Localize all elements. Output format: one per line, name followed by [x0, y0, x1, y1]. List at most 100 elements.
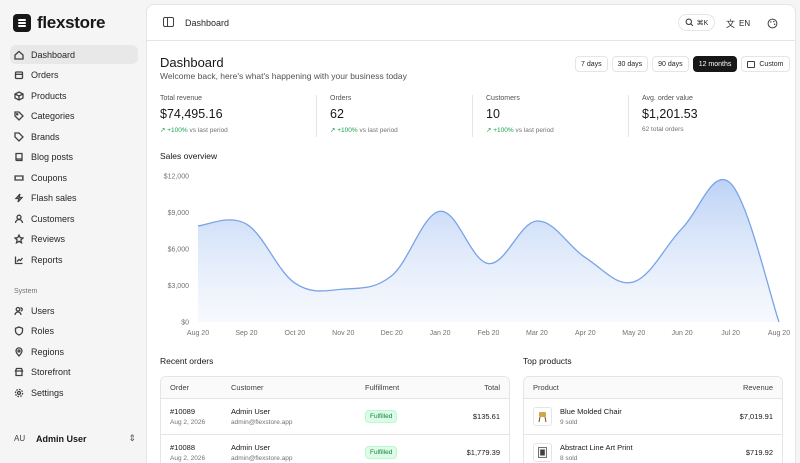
sidebar-item-products[interactable]: Products: [10, 86, 138, 105]
sidebar-item-label: Users: [31, 305, 55, 316]
x-tick-label: Feb 20: [478, 330, 500, 337]
x-tick-label: May 20: [622, 330, 645, 337]
sidebar-item-brands[interactable]: Brands: [10, 127, 138, 146]
shield-icon: [14, 326, 24, 336]
range-12-months-button[interactable]: 12 months: [692, 56, 738, 72]
chart-icon: [14, 255, 24, 265]
x-tick-label: Oct 20: [285, 330, 306, 337]
sidebar-item-categories[interactable]: Categories: [10, 107, 138, 126]
sidebar-item-reports[interactable]: Reports: [10, 250, 138, 269]
stat-value: $1,201.53: [642, 107, 698, 121]
range-30-days-button[interactable]: 30 days: [611, 56, 649, 72]
stat-card: Orders 62 ↗ +100% vs last period: [316, 95, 472, 137]
column-header[interactable]: Total: [484, 383, 500, 392]
x-tick-label: Nov 20: [332, 330, 354, 337]
user-icon: [14, 214, 24, 224]
range-90-days-button[interactable]: 90 days: [652, 56, 689, 72]
sidebar-item-regions[interactable]: Regions: [10, 342, 138, 361]
status-badge: Fulfilled: [365, 446, 398, 459]
x-tick-label: Sep 20: [235, 330, 257, 337]
stat-card: Avg. order value $1,201.53 62 total orders: [628, 95, 784, 137]
sidebar-item-flash-sales[interactable]: Flash sales: [10, 189, 138, 208]
column-header[interactable]: Customer: [231, 383, 264, 392]
sidebar-item-customers[interactable]: Customers: [10, 209, 138, 228]
sidebar-item-reviews[interactable]: Reviews: [10, 230, 138, 249]
sidebar-item-roles[interactable]: Roles: [10, 322, 138, 341]
order-number[interactable]: #10088: [170, 443, 196, 452]
sidebar-toggle-icon[interactable]: [163, 17, 174, 27]
page-subtitle: Welcome back, here's what's happening wi…: [160, 71, 407, 81]
sidebar-item-label: Reports: [31, 254, 63, 265]
sidebar-item-label: Dashboard: [31, 49, 76, 60]
system-section-label: System: [14, 288, 38, 295]
topbar: Dashboard ⌘K 文 EN: [147, 5, 795, 41]
stat-card: Total revenue $74,495.16 ↗ +100% vs last p…: [160, 95, 316, 137]
users-icon: [14, 306, 24, 316]
sidebar-item-blog-posts[interactable]: Blog posts: [10, 148, 138, 167]
column-header[interactable]: Order: [170, 383, 190, 392]
x-tick-label: Aug 20: [768, 330, 790, 337]
search-icon: [685, 18, 693, 27]
main-panel: Dashboard ⌘K 文 EN Dashboard Welcome back…: [146, 4, 796, 463]
x-tick-label: Jan 20: [430, 330, 451, 337]
product-name[interactable]: Abstract Line Art Print: [560, 443, 633, 452]
column-header[interactable]: Fulfillment: [365, 383, 400, 392]
stat-card: Customers 10 ↗ +100% vs last period: [472, 95, 628, 137]
sidebar-item-coupons[interactable]: Coupons: [10, 168, 138, 187]
sidebar-item-label: Products: [31, 90, 67, 101]
range-label: 30 days: [617, 60, 643, 68]
range-7-days-button[interactable]: 7 days: [575, 56, 608, 72]
user-menu[interactable]: AU Admin User ⇕: [14, 433, 136, 444]
sales-chart: $0 $3,000 $6,000 $9,000 $12,000 Aug 20 Sep 20 O…: [164, 174, 791, 338]
tag-icon: [14, 131, 24, 142]
x-tick-label: Jul 20: [721, 330, 740, 337]
sidebar-item-label: Reviews: [31, 234, 66, 244]
sidebar-item-orders[interactable]: Orders: [10, 66, 138, 85]
column-header[interactable]: Revenue: [742, 383, 773, 392]
range-label: 90 days: [658, 60, 683, 68]
translate-icon: 文: [726, 19, 736, 29]
table-row[interactable]: #10089 Aug 2, 2026 Admin User admin@flexsto…: [161, 399, 509, 435]
home-icon: [14, 50, 24, 60]
search-button[interactable]: ⌘K: [678, 14, 715, 31]
sidebar-item-users[interactable]: Users: [10, 301, 138, 320]
sidebar-item-settings[interactable]: Settings: [10, 383, 138, 402]
sidebar-item-label: Brands: [31, 131, 60, 142]
date-range-selector: 7 days 30 days 90 days 12 months Custom: [575, 56, 790, 72]
language-button[interactable]: 文 EN: [726, 17, 750, 30]
range-label: 7 days: [581, 60, 602, 68]
y-tick-label: $3,000: [168, 283, 190, 290]
table-row[interactable]: #10088 Aug 2, 2026 Admin User admin@flexsto…: [161, 435, 509, 463]
tags-icon: [14, 111, 24, 121]
table-row[interactable]: Blue Molded Chair 9 sold $7,019.91: [524, 399, 782, 435]
sidebar-item-dashboard[interactable]: Dashboard: [10, 45, 138, 64]
customer-name: Admin User: [231, 443, 271, 452]
sidebar-item-storefront[interactable]: Storefront: [10, 363, 138, 382]
palette-icon: [767, 18, 778, 29]
sidebar-item-label: Roles: [31, 326, 55, 336]
y-tick-label: $0: [181, 320, 189, 327]
theme-button[interactable]: [767, 16, 778, 34]
column-header[interactable]: Product: [533, 383, 559, 392]
brand[interactable]: flexstore: [13, 13, 105, 33]
sidebar-item-label: Blog posts: [31, 152, 74, 162]
y-tick-label: $9,000: [168, 210, 190, 217]
y-tick-label: $12,000: [164, 174, 189, 181]
product-name[interactable]: Blue Molded Chair: [560, 407, 622, 416]
user-name: Admin User: [36, 433, 87, 444]
order-total: $135.61: [472, 412, 500, 421]
sales-line: [197, 179, 780, 323]
x-tick-label: Aug 20: [187, 330, 209, 337]
stat-value: 10: [486, 107, 500, 121]
stats-row: Total revenue $74,495.16 ↗ +100% vs last p…: [160, 95, 784, 137]
stat-delta-row: ↗ +100% vs last period: [330, 126, 472, 134]
sidebar-item-label: Settings: [31, 387, 64, 398]
package-icon: [14, 90, 24, 101]
order-number[interactable]: #10089: [170, 407, 196, 416]
star-icon: [14, 234, 24, 244]
x-tick-label: Dec 20: [381, 330, 403, 337]
range-custom-button[interactable]: Custom: [741, 56, 790, 72]
table-row[interactable]: Abstract Line Art Print 8 sold $719.92: [524, 435, 782, 463]
breadcrumb[interactable]: Dashboard: [185, 18, 230, 28]
stat-note: vs last period: [515, 127, 554, 134]
